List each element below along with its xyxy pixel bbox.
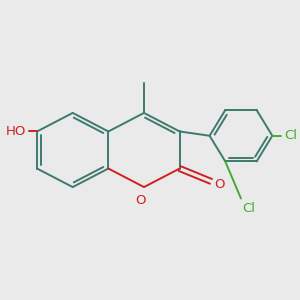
Text: Cl: Cl: [242, 202, 255, 215]
Text: Cl: Cl: [284, 129, 297, 142]
Text: HO: HO: [6, 125, 26, 138]
Text: O: O: [214, 178, 225, 191]
Text: O: O: [135, 194, 146, 207]
